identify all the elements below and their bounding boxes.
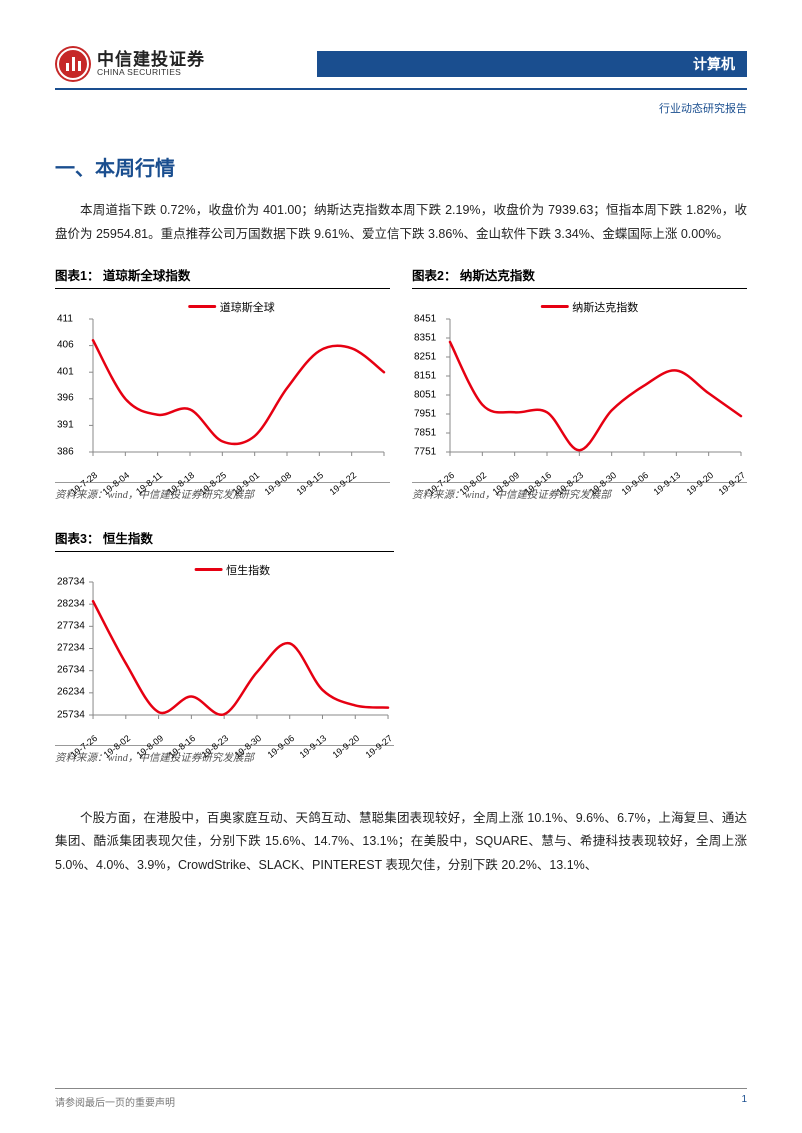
section-1-title: 一、本周行情 xyxy=(55,152,747,181)
page-footer: 请参阅最后一页的重要声明 1 xyxy=(55,1088,747,1109)
chart-1-block: 图表1： 道琼斯全球指数 道琼斯全球38639139640140641119-7… xyxy=(55,265,390,502)
company-logo: 中信建投证券 CHINA SECURITIES xyxy=(55,46,205,82)
chart-2-block: 图表2： 纳斯达克指数 纳斯达克指数7751785179518051815182… xyxy=(412,265,747,502)
page-number: 1 xyxy=(741,1094,747,1109)
chart-1-title: 图表1： 道琼斯全球指数 xyxy=(55,265,390,289)
chart-3-block: 图表3： 恒生指数 恒生指数25734262342673427234277342… xyxy=(55,528,394,765)
category-bar: 计算机 xyxy=(317,51,747,77)
chart-2-title: 图表2： 纳斯达克指数 xyxy=(412,265,747,289)
footer-disclaimer: 请参阅最后一页的重要声明 xyxy=(55,1094,175,1109)
section-1-para-2: 个股方面，在港股中，百奥家庭互动、天鸽互动、慧聪集团表现较好，全周上涨 10.1… xyxy=(55,807,747,878)
header-rule xyxy=(55,88,747,90)
logo-mark-icon xyxy=(55,46,91,82)
report-type: 行业动态研究报告 xyxy=(55,100,747,116)
logo-en-text: CHINA SECURITIES xyxy=(97,68,205,77)
section-1-para-1: 本周道指下跌 0.72%，收盘价为 401.00；纳斯达克指数本周下跌 2.19… xyxy=(55,199,747,247)
logo-cn-text: 中信建投证券 xyxy=(97,51,205,68)
chart-1-area: 道琼斯全球38639139640140641119-7-2819-8-0419-… xyxy=(55,293,390,483)
page-header: 中信建投证券 CHINA SECURITIES 计算机 xyxy=(55,40,747,88)
chart-3-area: 恒生指数257342623426734272342773428234287341… xyxy=(55,556,394,746)
chart-2-area: 纳斯达克指数7751785179518051815182518351845119… xyxy=(412,293,747,483)
chart-3-title: 图表3： 恒生指数 xyxy=(55,528,394,552)
